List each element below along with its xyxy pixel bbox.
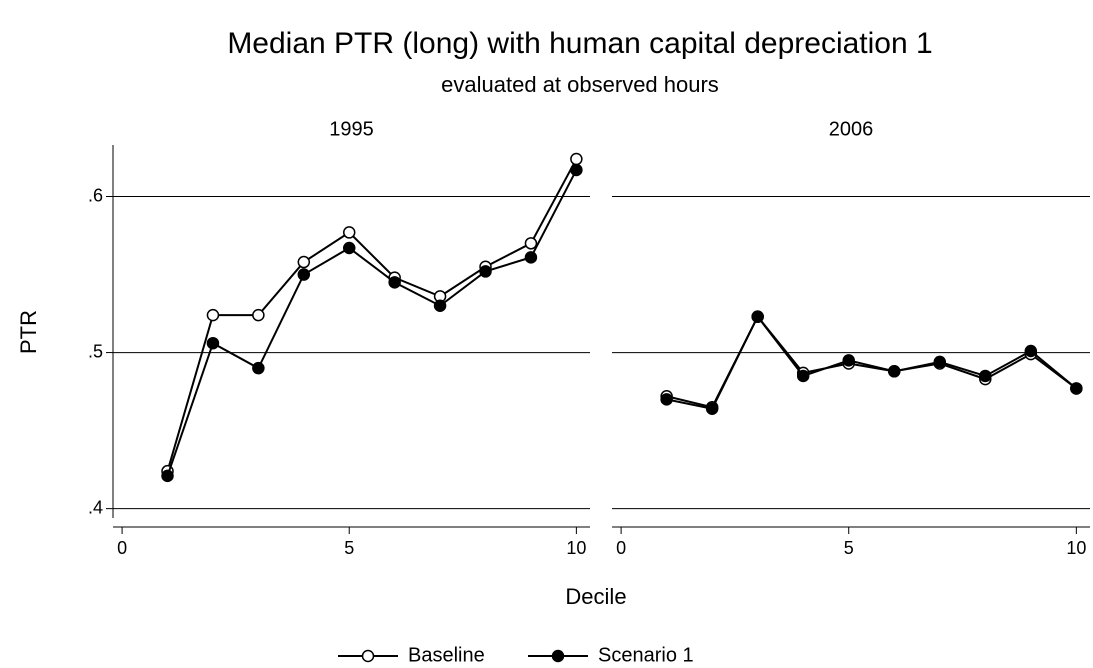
series-line — [166, 158, 578, 472]
marker — [161, 469, 174, 483]
marker — [524, 237, 538, 250]
panel-title: 2006 — [829, 118, 874, 140]
marker — [751, 310, 764, 323]
x-tick-label: 5 — [844, 538, 854, 558]
panel-title: 1995 — [329, 118, 374, 140]
legend-label: Scenario 1 — [598, 644, 694, 666]
marker — [342, 226, 356, 239]
y-tick-label: .4 — [88, 497, 103, 517]
chart-subtitle: evaluated at observed hours — [441, 72, 719, 97]
legend-label: Baseline — [408, 644, 485, 666]
marker — [433, 299, 447, 312]
x-tick-label: 0 — [616, 538, 626, 558]
marker — [297, 255, 311, 269]
marker — [570, 152, 583, 166]
marker — [887, 365, 901, 378]
marker — [524, 251, 538, 264]
marker — [570, 163, 583, 177]
x-axis-label: Decile — [565, 584, 626, 609]
series-line — [166, 169, 578, 477]
marker — [206, 336, 220, 350]
marker — [206, 308, 220, 322]
y-tick-label: .5 — [88, 341, 103, 361]
marker — [388, 276, 401, 289]
marker — [842, 354, 855, 367]
marker — [342, 241, 356, 255]
legend-marker — [361, 649, 375, 663]
marker — [660, 393, 673, 406]
x-tick-label: 10 — [1066, 538, 1086, 558]
marker — [252, 361, 265, 375]
marker — [297, 268, 311, 281]
chart-title: Median PTR (long) with human capital dep… — [227, 27, 932, 60]
marker — [979, 369, 992, 383]
marker — [252, 308, 265, 322]
x-tick-label: 5 — [344, 538, 354, 558]
x-tick-label: 0 — [117, 538, 127, 558]
legend-marker — [551, 649, 565, 663]
marker — [705, 402, 719, 416]
y-axis-label: PTR — [16, 310, 41, 354]
x-tick-label: 10 — [566, 538, 586, 558]
marker — [1024, 344, 1038, 358]
marker — [796, 369, 810, 383]
marker — [1070, 382, 1083, 395]
series-line — [666, 314, 1077, 410]
marker — [933, 355, 947, 369]
marker — [479, 265, 492, 278]
y-tick-label: .6 — [88, 185, 103, 205]
